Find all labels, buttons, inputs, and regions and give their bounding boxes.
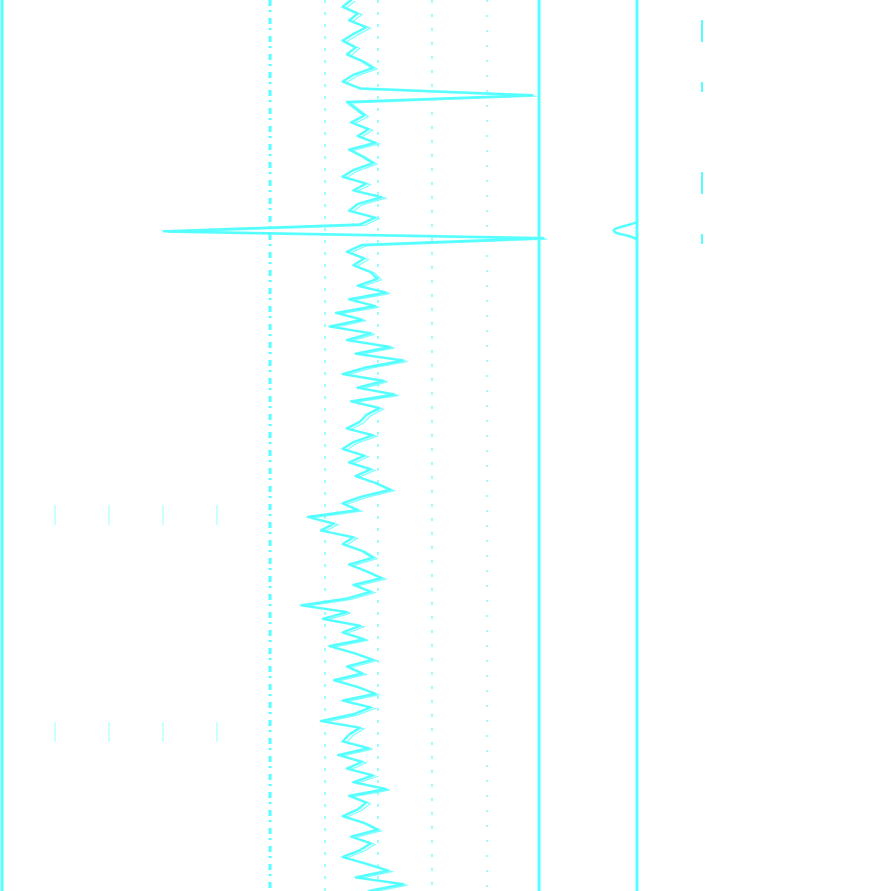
series-layer [162, 0, 548, 891]
series-trace-shadow [167, 0, 548, 891]
tick-markers [54, 220, 638, 742]
grid-lines [0, 0, 703, 891]
track-event-marker [612, 220, 638, 242]
